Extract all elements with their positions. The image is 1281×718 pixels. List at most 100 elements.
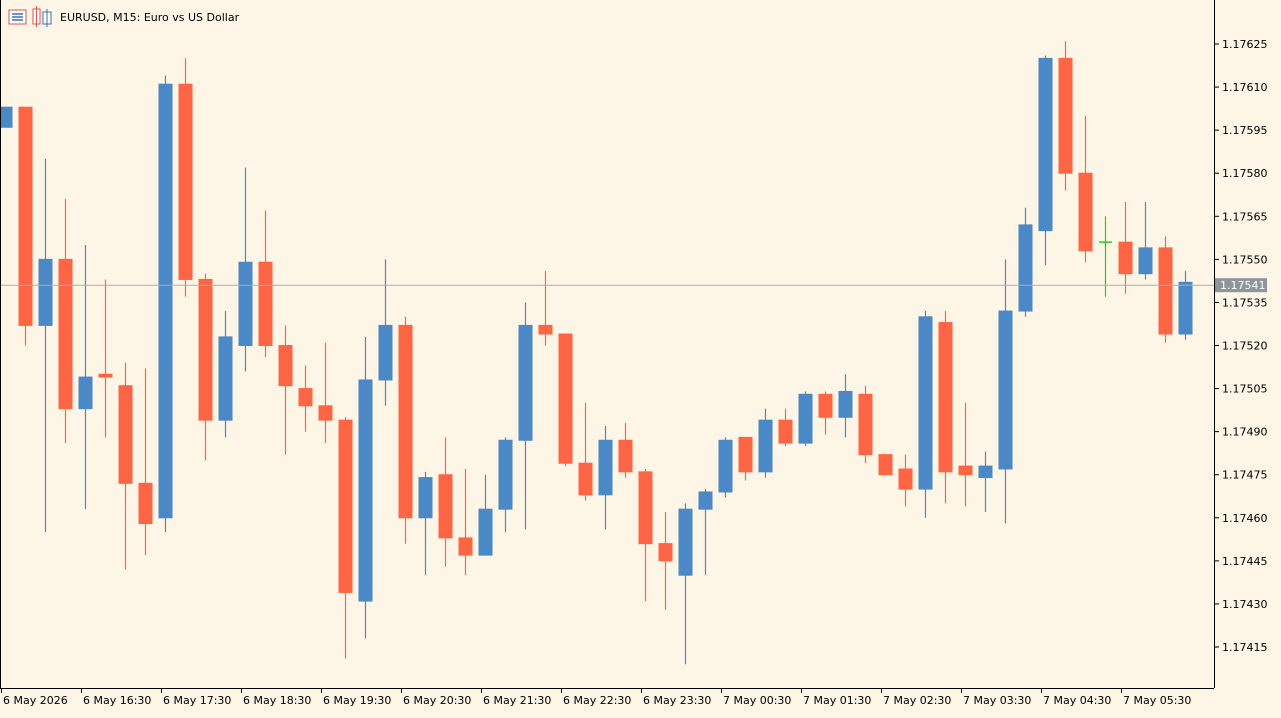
candle-body: [338, 419, 353, 593]
candle: [178, 58, 193, 297]
x-tick-label: 6 May 20:30: [403, 694, 471, 707]
candle: [778, 408, 793, 446]
candle-body: [558, 333, 573, 464]
chart-window-icon[interactable]: [8, 9, 27, 25]
y-tick-label: 1.17445: [1222, 555, 1268, 568]
candle: [278, 325, 293, 455]
candle: [318, 342, 333, 444]
candle-body: [138, 482, 153, 525]
candle-body: [918, 316, 933, 490]
candle: [958, 402, 973, 507]
candle-body: [538, 324, 553, 335]
x-tick-label: 7 May 00:30: [723, 694, 791, 707]
candle: [78, 245, 93, 510]
y-tick-label: 1.17415: [1222, 641, 1268, 654]
candle: [138, 368, 153, 556]
candle-body: [758, 419, 773, 473]
candle-body: [638, 471, 653, 545]
candle-body: [938, 322, 953, 473]
candle-body: [658, 543, 673, 562]
candle-body: [0, 106, 13, 128]
candle-body: [58, 258, 73, 410]
candle-body: [738, 436, 753, 473]
candle: [598, 425, 613, 530]
candle-body: [958, 465, 973, 476]
candle-body: [1118, 241, 1133, 275]
x-tick-label: 6 May 23:30: [643, 694, 711, 707]
candle: [918, 311, 933, 518]
candle: [1158, 236, 1173, 343]
candle: [1118, 201, 1133, 294]
candle-body: [898, 468, 913, 490]
candle: [458, 468, 473, 576]
candle: [298, 365, 313, 432]
candle: [1038, 55, 1053, 266]
candle-body: [498, 439, 513, 510]
candle-body: [778, 419, 793, 444]
candle-body: [298, 388, 313, 407]
candle: [658, 512, 673, 610]
candle: [218, 311, 233, 438]
x-tick-label: 7 May 03:30: [963, 694, 1031, 707]
candle-body: [438, 474, 453, 539]
candle-body: [218, 336, 233, 421]
candle: [878, 454, 893, 476]
x-tick-label: 6 May 22:30: [563, 694, 631, 707]
candle-body: [198, 278, 213, 421]
y-tick-label: 1.17580: [1222, 167, 1268, 180]
candle: [398, 316, 413, 544]
candle-body: [878, 454, 893, 476]
candle: [1058, 41, 1073, 191]
candle: [58, 199, 73, 444]
candle-body: [478, 508, 493, 556]
candle: [238, 167, 253, 372]
candle: [718, 437, 733, 498]
candle: [1078, 115, 1093, 263]
candle: [998, 259, 1013, 524]
candle-body: [818, 393, 833, 418]
candle: [158, 75, 173, 533]
candle-body: [718, 439, 733, 493]
candle-body: [318, 405, 333, 421]
candle: [898, 454, 913, 507]
x-tick-label: 6 May 18:30: [243, 694, 311, 707]
candle-body: [618, 439, 633, 473]
x-tick-label: 6 May 2026: [3, 694, 68, 707]
candle-body: [838, 390, 853, 418]
candle-body: [278, 345, 293, 387]
candle-body: [238, 261, 253, 347]
candle: [618, 423, 633, 478]
candle: [1178, 270, 1193, 340]
candle: [558, 333, 573, 467]
candle: [678, 503, 693, 665]
candle: [798, 391, 813, 446]
candle-body: [518, 324, 533, 441]
axes: 1.17625 1.17610 1.17595 1.17580 1.17565 1.175…: [0, 0, 1268, 707]
candle-body: [798, 393, 813, 444]
candle-body: [1078, 172, 1093, 252]
candle: [258, 210, 273, 357]
candle-body: [858, 393, 873, 456]
candle-body: [1058, 57, 1073, 174]
candle: [18, 106, 33, 346]
candle: [438, 437, 453, 567]
toolbox-icon[interactable]: [32, 6, 52, 27]
current-price-label: 1.17541: [1220, 279, 1266, 292]
candle: [118, 362, 133, 570]
candle-body: [398, 324, 413, 519]
candle: [638, 468, 653, 602]
y-tick-label: 1.17535: [1222, 296, 1268, 309]
candle: [578, 402, 593, 501]
candle: [758, 408, 773, 478]
candle: [498, 437, 513, 533]
y-tick-label: 1.17595: [1222, 124, 1268, 137]
x-tick-label: 6 May 21:30: [483, 694, 551, 707]
candle-body: [998, 310, 1013, 470]
candle: [978, 451, 993, 513]
candle: [1099, 216, 1112, 297]
candle-body: [598, 439, 613, 496]
x-tick-label: 7 May 04:30: [1043, 694, 1111, 707]
x-tick-label: 7 May 02:30: [883, 694, 951, 707]
